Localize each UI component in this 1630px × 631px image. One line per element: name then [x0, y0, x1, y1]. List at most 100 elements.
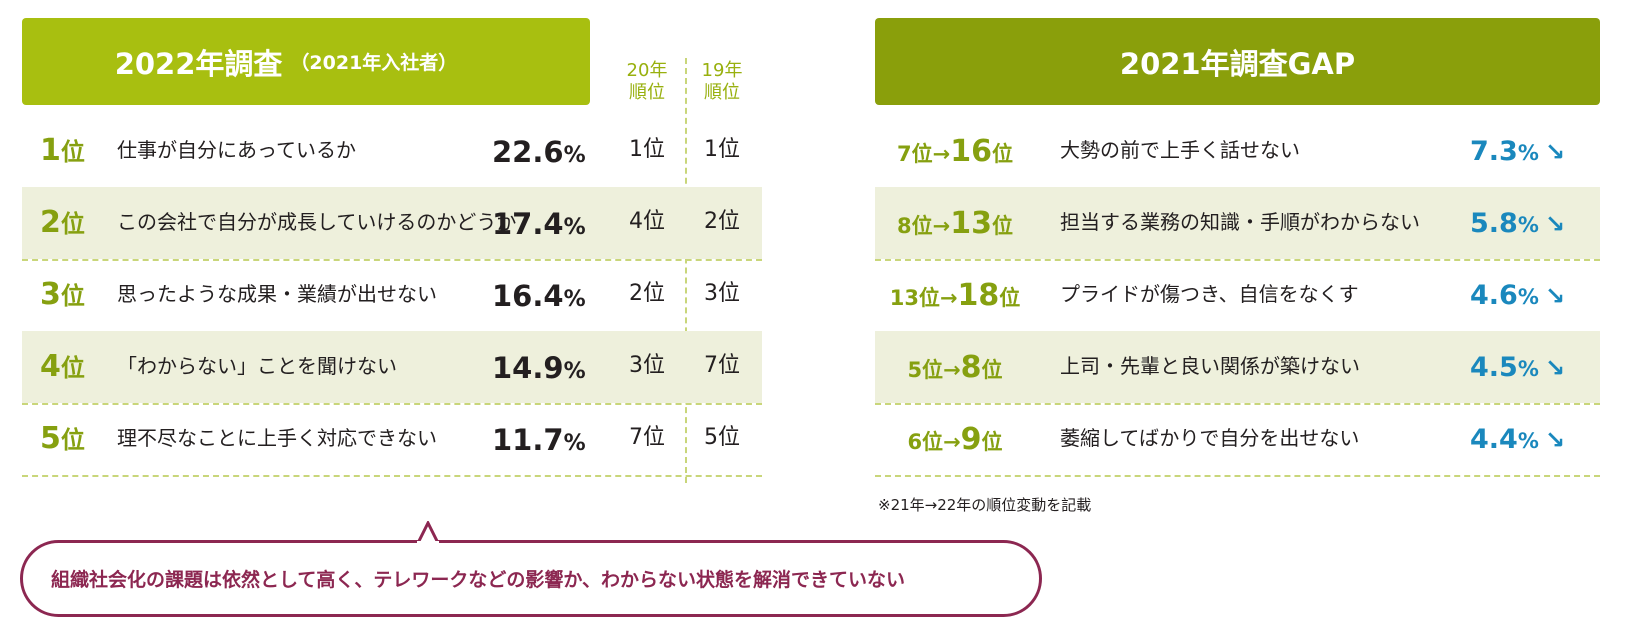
trend-down-icon: ↘: [1544, 426, 1565, 454]
percent-sign: %: [563, 359, 586, 384]
rank-from: 8位: [897, 214, 933, 238]
rank-to-unit: 位: [991, 214, 1013, 238]
rank-number: 5: [40, 421, 61, 456]
item-label: 萎縮してばかりで自分を出せない: [1060, 426, 1360, 450]
trend-down-icon: ↘: [1544, 282, 1565, 310]
gap-row-4: 5位→8位 上司・先輩と良い関係が築けない 4.5% ↘: [875, 331, 1600, 405]
gap-value: 4.4: [1470, 424, 1518, 455]
rank-2019: 7位: [704, 353, 740, 378]
arrow-right-icon: →: [932, 142, 951, 166]
left-row-3: 3位 思ったような成果・業績が出せない 16.4% 2位 3位: [22, 259, 762, 333]
percent-sign: %: [1517, 141, 1539, 165]
rank-change: 5位→8位: [875, 331, 1035, 403]
rank: 2位: [40, 187, 85, 259]
rank-number: 4: [40, 349, 61, 384]
callout-pointer-icon: [417, 521, 439, 545]
col-head-19-line2: 順位: [704, 82, 740, 103]
rank-unit: 位: [60, 210, 85, 238]
rank-2020: 2位: [629, 281, 665, 306]
rank-number: 1: [40, 133, 61, 168]
gap-row-1: 7位→16位 大勢の前で上手く話せない 7.3% ↘: [875, 115, 1600, 189]
percent-sign: %: [1517, 285, 1539, 309]
rank: 4位: [40, 331, 85, 403]
percentage: 17.4%: [492, 187, 586, 259]
column-divider: [685, 58, 687, 483]
trend-down-icon: ↘: [1544, 210, 1565, 238]
rank-2019: 2位: [704, 209, 740, 234]
rank-from: 6位: [907, 430, 944, 454]
percent-sign: %: [1517, 429, 1539, 453]
percentage-value: 17.4: [492, 207, 564, 241]
rank-number: 2: [40, 205, 61, 240]
gap-value: 4.5: [1470, 352, 1518, 383]
arrow-right-icon: →: [943, 358, 961, 382]
rank: 5位: [40, 403, 85, 475]
left-row-5: 5位 理不尽なことに上手く対応できない 11.7% 7位 5位: [22, 403, 762, 477]
rank-2020: 4位: [629, 209, 665, 234]
rank-change: 6位→9位: [875, 403, 1035, 475]
percentage: 11.7%: [492, 403, 586, 475]
left-row-2: 2位 この会社で自分が成長していけるのかどうか 17.4% 4位 2位: [22, 187, 762, 261]
right-panel-title: 2021年調査GAP: [875, 18, 1600, 105]
percentage: 22.6%: [492, 115, 586, 187]
col-head-19-line1: 19年: [701, 60, 743, 81]
rank-to-unit: 位: [981, 358, 1003, 382]
gap-row-3: 13位→18位 プライドが傷つき、自信をなくす 4.6% ↘: [875, 259, 1600, 333]
gap-percentage: 4.5% ↘: [1470, 331, 1565, 403]
rank-number: 3: [40, 277, 61, 312]
col-head-20-line1: 20年: [626, 60, 668, 81]
arrow-right-icon: →: [939, 286, 958, 310]
rank-2019: 5位: [704, 425, 740, 450]
rank-from: 5位: [907, 358, 944, 382]
rank-2020: 7位: [629, 425, 665, 450]
left-panel-title: 2022年調査 （2021年入社者）: [22, 18, 590, 105]
arrow-right-icon: →: [943, 430, 961, 454]
rank-to-number: 13: [950, 206, 992, 241]
rank-to-number: 9: [960, 422, 982, 457]
item-label: 理不尽なことに上手く対応できない: [117, 426, 437, 450]
item-label: プライドが傷つき、自信をなくす: [1060, 282, 1359, 306]
left-title-sub: （2021年入社者）: [290, 52, 458, 74]
gap-percentage: 5.8% ↘: [1470, 187, 1565, 259]
footnote: ※21年→22年の順位変動を記載: [878, 496, 1092, 514]
rank-2019: 3位: [704, 281, 740, 306]
rank-to-number: 16: [950, 134, 992, 169]
rank-to-unit: 位: [991, 142, 1013, 166]
left-row-1: 1位 仕事が自分にあっているか 22.6% 1位 1位: [22, 115, 762, 189]
arrow-right-icon: →: [932, 214, 951, 238]
rank: 3位: [40, 259, 85, 331]
item-label: 「わからない」ことを聞けない: [117, 354, 397, 378]
rank-to-number: 18: [957, 278, 1000, 313]
gap-value: 5.8: [1470, 208, 1518, 239]
percent-sign: %: [563, 143, 586, 168]
callout-bubble: 組織社会化の課題は依然として高く、テレワークなどの影響か、わからない状態を解消で…: [20, 540, 1042, 617]
percent-sign: %: [1517, 357, 1539, 381]
col-head-20: 20年 順位: [617, 60, 677, 104]
rank-unit: 位: [60, 282, 85, 310]
rank-2019: 1位: [704, 137, 740, 162]
col-head-19: 19年 順位: [692, 60, 752, 104]
rank-unit: 位: [60, 426, 85, 454]
percent-sign: %: [1517, 213, 1539, 237]
rank-unit: 位: [60, 354, 85, 382]
rank-2020: 1位: [629, 137, 665, 162]
percentage-value: 11.7: [492, 423, 564, 457]
item-label: 担当する業務の知識・手順がわからない: [1060, 210, 1420, 234]
rank-from: 13位: [889, 286, 940, 310]
item-label: 思ったような成果・業績が出せない: [117, 282, 437, 306]
left-row-4: 4位 「わからない」ことを聞けない 14.9% 3位 7位: [22, 331, 762, 405]
percentage: 14.9%: [492, 331, 586, 403]
percent-sign: %: [563, 215, 586, 240]
trend-down-icon: ↘: [1544, 138, 1565, 166]
gap-value: 7.3: [1470, 136, 1518, 167]
col-head-20-line2: 順位: [629, 82, 665, 103]
gap-percentage: 7.3% ↘: [1470, 115, 1565, 187]
item-label: 大勢の前で上手く話せない: [1060, 138, 1300, 162]
percentage: 16.4%: [492, 259, 586, 331]
rank-to-number: 8: [960, 350, 982, 385]
rank-change: 8位→13位: [875, 187, 1035, 259]
percentage-value: 22.6: [492, 135, 564, 169]
left-title-main: 2022年調査: [114, 46, 283, 81]
item-label: この会社で自分が成長していけるのかどうか: [117, 210, 517, 234]
item-label: 仕事が自分にあっているか: [117, 138, 356, 162]
